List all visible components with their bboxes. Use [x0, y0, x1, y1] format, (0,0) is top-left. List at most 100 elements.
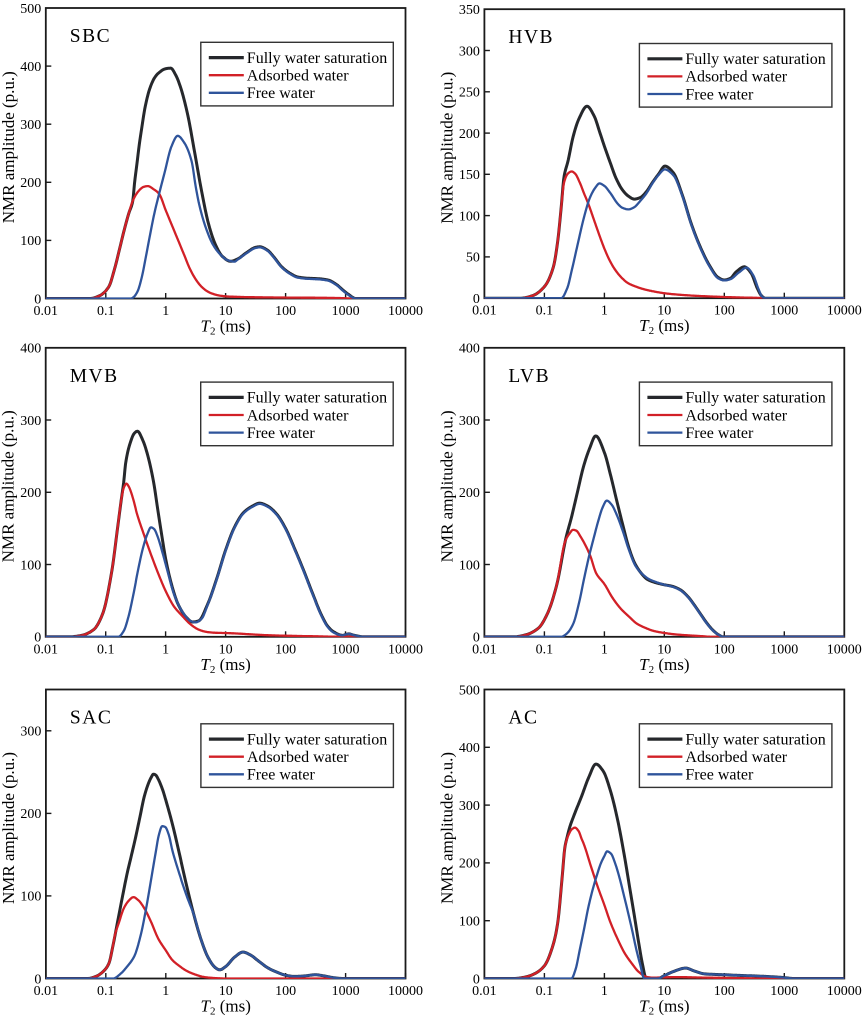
svg-text:1: 1 [162, 304, 169, 319]
svg-text:100: 100 [714, 304, 735, 319]
svg-text:300: 300 [459, 799, 480, 814]
svg-text:NMR amplitude (p.u.): NMR amplitude (p.u.) [0, 410, 18, 562]
svg-text:0.01: 0.01 [472, 642, 497, 657]
svg-text:200: 200 [20, 176, 41, 191]
svg-text:400: 400 [459, 741, 480, 756]
svg-text:200: 200 [20, 807, 41, 822]
svg-text:200: 200 [459, 127, 480, 142]
svg-text:10: 10 [657, 304, 671, 319]
svg-text:1000: 1000 [332, 304, 360, 319]
svg-text:Adsorbed water: Adsorbed water [247, 749, 349, 766]
svg-text:100: 100 [275, 984, 296, 999]
svg-text:0.01: 0.01 [33, 642, 58, 657]
svg-text:0.01: 0.01 [472, 304, 497, 319]
svg-text:0.1: 0.1 [536, 984, 554, 999]
svg-text:Free water: Free water [685, 767, 754, 784]
svg-text:10: 10 [219, 304, 233, 319]
svg-text:0: 0 [473, 972, 480, 987]
svg-text:300: 300 [20, 414, 41, 429]
svg-text:10000: 10000 [388, 642, 423, 657]
svg-text:NMR amplitude (p.u.): NMR amplitude (p.u.) [437, 410, 456, 562]
svg-text:100: 100 [20, 890, 41, 905]
svg-text:100: 100 [20, 234, 41, 249]
svg-text:100: 100 [459, 558, 480, 573]
svg-text:MVB: MVB [70, 366, 119, 387]
svg-text:SBC: SBC [70, 26, 111, 47]
svg-text:Fully water saturation: Fully water saturation [685, 731, 825, 748]
svg-text:1000: 1000 [770, 642, 798, 657]
svg-text:Fully water saturation: Fully water saturation [247, 50, 387, 67]
svg-text:10000: 10000 [388, 304, 423, 319]
svg-text:500: 500 [459, 683, 480, 698]
svg-text:T2 (ms): T2 (ms) [200, 655, 250, 676]
svg-text:10000: 10000 [827, 642, 862, 657]
svg-text:T2 (ms): T2 (ms) [201, 317, 251, 338]
svg-text:0: 0 [473, 292, 480, 307]
svg-text:0.01: 0.01 [34, 304, 59, 319]
svg-text:Fully water saturation: Fully water saturation [247, 390, 387, 407]
svg-text:0: 0 [34, 972, 41, 987]
svg-text:10000: 10000 [827, 984, 862, 999]
svg-text:Adsorbed water: Adsorbed water [247, 68, 349, 85]
svg-text:300: 300 [20, 118, 41, 133]
svg-text:0.1: 0.1 [97, 642, 115, 657]
svg-text:100: 100 [275, 304, 296, 319]
svg-text:300: 300 [459, 414, 480, 429]
svg-text:NMR amplitude (p.u.): NMR amplitude (p.u.) [437, 72, 456, 224]
svg-text:T2 (ms): T2 (ms) [639, 655, 689, 676]
svg-text:400: 400 [459, 342, 480, 357]
svg-text:400: 400 [20, 342, 41, 357]
svg-text:NMR amplitude (p.u.): NMR amplitude (p.u.) [0, 752, 18, 904]
svg-text:Fully water saturation: Fully water saturation [247, 731, 387, 748]
svg-text:SAC: SAC [70, 708, 112, 729]
svg-text:Free water: Free water [685, 86, 754, 103]
svg-text:T2 (ms): T2 (ms) [201, 997, 251, 1018]
svg-text:1: 1 [162, 642, 169, 657]
svg-text:1: 1 [601, 642, 608, 657]
svg-text:0: 0 [34, 631, 41, 646]
svg-text:Fully water saturation: Fully water saturation [685, 390, 825, 407]
svg-text:100: 100 [275, 642, 296, 657]
svg-text:300: 300 [459, 44, 480, 59]
svg-text:1: 1 [162, 984, 169, 999]
svg-text:Free water: Free water [247, 85, 316, 102]
svg-text:0.01: 0.01 [34, 984, 59, 999]
svg-text:Adsorbed water: Adsorbed water [685, 69, 787, 86]
svg-text:NMR amplitude (p.u.): NMR amplitude (p.u.) [437, 752, 456, 904]
svg-text:0: 0 [473, 631, 480, 646]
svg-text:0.01: 0.01 [472, 984, 497, 999]
svg-text:10000: 10000 [827, 304, 862, 319]
svg-text:T2 (ms): T2 (ms) [639, 997, 689, 1018]
svg-text:100: 100 [459, 209, 480, 224]
svg-text:HVB: HVB [508, 27, 554, 48]
svg-text:100: 100 [714, 642, 735, 657]
svg-text:200: 200 [459, 486, 480, 501]
svg-text:10: 10 [219, 984, 233, 999]
svg-text:300: 300 [20, 725, 41, 740]
svg-text:350: 350 [459, 3, 480, 18]
svg-text:Fully water saturation: Fully water saturation [685, 51, 825, 68]
svg-text:400: 400 [20, 60, 41, 75]
svg-text:Adsorbed water: Adsorbed water [685, 749, 787, 766]
svg-text:500: 500 [20, 2, 41, 17]
svg-text:10: 10 [657, 642, 671, 657]
svg-text:1: 1 [601, 304, 608, 319]
svg-text:T2 (ms): T2 (ms) [639, 316, 689, 337]
svg-text:0.1: 0.1 [97, 304, 115, 319]
svg-text:0.1: 0.1 [536, 642, 554, 657]
svg-text:250: 250 [459, 86, 480, 101]
svg-text:Free water: Free water [685, 425, 754, 442]
svg-text:10: 10 [219, 642, 233, 657]
svg-text:0.1: 0.1 [97, 984, 115, 999]
svg-text:200: 200 [459, 857, 480, 872]
svg-text:Adsorbed water: Adsorbed water [685, 407, 787, 424]
svg-text:Free water: Free water [247, 425, 316, 442]
svg-text:200: 200 [20, 486, 41, 501]
svg-text:0: 0 [34, 292, 41, 307]
svg-text:1000: 1000 [332, 984, 360, 999]
svg-text:10: 10 [657, 984, 671, 999]
svg-text:0.1: 0.1 [536, 304, 554, 319]
svg-text:10000: 10000 [388, 984, 423, 999]
svg-text:150: 150 [459, 168, 480, 183]
svg-text:1000: 1000 [770, 984, 798, 999]
